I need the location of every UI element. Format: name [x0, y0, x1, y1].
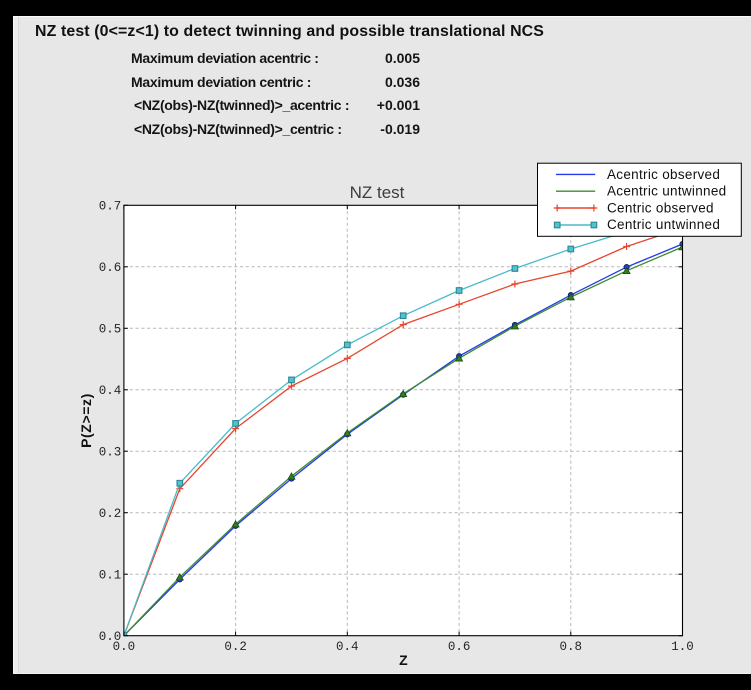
svg-text:0.2: 0.2 [99, 507, 122, 521]
svg-text:NZ test: NZ test [350, 183, 405, 202]
svg-text:Acentric untwinned: Acentric untwinned [607, 184, 726, 199]
svg-text:Acentric observed: Acentric observed [607, 167, 720, 182]
svg-text:Z: Z [399, 652, 408, 668]
svg-text:Centric observed: Centric observed [607, 200, 714, 215]
svg-text:1.0: 1.0 [671, 640, 694, 654]
svg-text:0.6: 0.6 [99, 261, 122, 275]
svg-text:0.8: 0.8 [560, 640, 583, 654]
svg-text:0.7: 0.7 [99, 200, 122, 214]
svg-text:0.3: 0.3 [99, 446, 122, 460]
svg-text:0.4: 0.4 [336, 640, 359, 654]
svg-text:0.5: 0.5 [99, 323, 122, 337]
svg-text:0.0: 0.0 [99, 630, 122, 644]
svg-text:0.2: 0.2 [224, 640, 247, 654]
svg-text:0.4: 0.4 [99, 384, 122, 398]
svg-text:0.1: 0.1 [99, 569, 122, 583]
svg-text:0.6: 0.6 [448, 640, 471, 654]
svg-text:P(Z>=z): P(Z>=z) [78, 393, 94, 448]
svg-text:0.0: 0.0 [113, 640, 136, 654]
svg-text:Centric untwinned: Centric untwinned [607, 217, 720, 232]
